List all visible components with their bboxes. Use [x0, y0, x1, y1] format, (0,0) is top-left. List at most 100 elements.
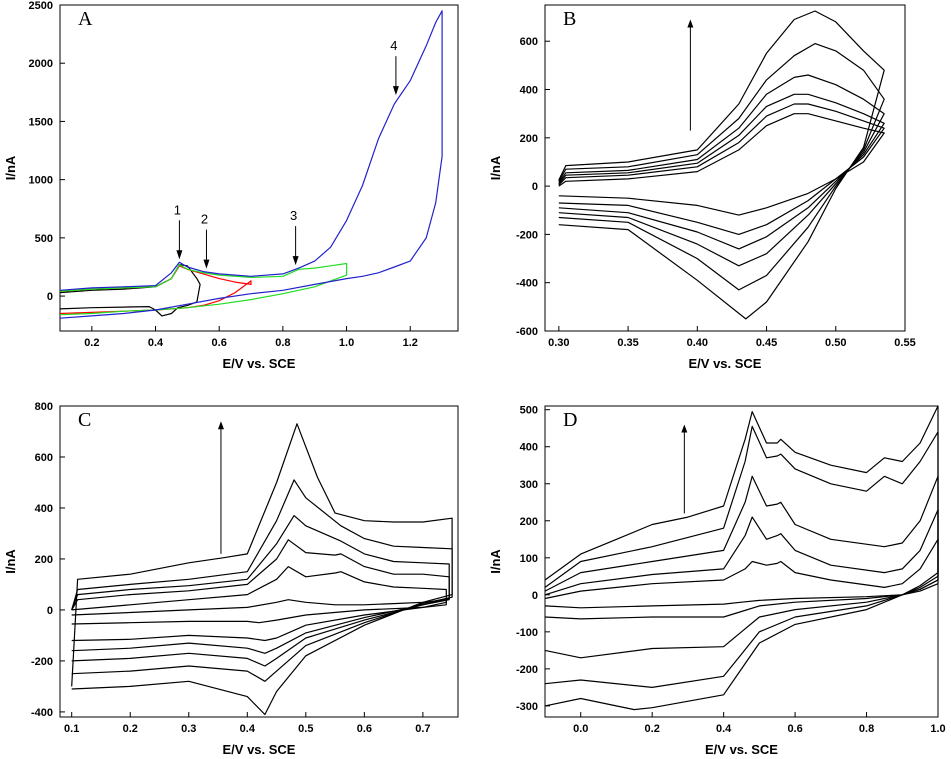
panel-label: D	[563, 409, 577, 431]
series-scan-2	[558, 103, 885, 235]
panel-label: C	[78, 409, 91, 431]
panel-A: 0.2 0.4 0.6 0.8 1.0 1.2 0 500 1000 1500 2000 2500 E/…	[3, 0, 459, 371]
x-tick-label: 0.0	[573, 723, 588, 735]
series-scan-3	[71, 539, 450, 654]
x-tick-label: 0.35	[617, 337, 638, 349]
annotation-arrowhead	[203, 259, 210, 269]
x-tick-label: 1.2	[403, 337, 418, 349]
annotation-arrowhead	[292, 256, 299, 266]
x-tick-label: 0.6	[357, 723, 372, 735]
series-scan-4	[544, 425, 939, 689]
y-tick-label: 2000	[29, 58, 53, 70]
y-tick-label: 200	[520, 133, 538, 145]
annotation-label: 2	[201, 212, 208, 227]
y-tick-label: 500	[520, 405, 538, 417]
x-tick-label: 0.7	[415, 723, 430, 735]
y-axis-title: I/nA	[488, 155, 503, 180]
y-tick-label: -400	[516, 278, 538, 290]
x-axis-title: E/V vs. SCE	[705, 742, 778, 757]
x-tick-label: 0.2	[645, 723, 660, 735]
series-scan-3	[544, 475, 939, 659]
y-tick-label: 0	[532, 590, 538, 602]
y-tick-label: 200	[520, 516, 538, 528]
y-tick-label: -200	[516, 229, 538, 241]
x-tick-label: 0.4	[716, 723, 732, 735]
series-scan-4	[71, 514, 450, 667]
y-tick-label: 800	[35, 401, 53, 413]
series-scan-4	[558, 74, 885, 267]
trend-arrowhead	[687, 19, 694, 28]
y-tick-label: -200	[31, 656, 53, 668]
panel-C: 0.1 0.2 0.3 0.4 0.5 0.6 0.7 -400 -200 0 200 400 600 8…	[3, 401, 459, 757]
annotation-arrowhead	[392, 86, 399, 96]
x-tick-label: 0.3	[181, 723, 196, 735]
x-tick-label: 1.0	[339, 337, 354, 349]
y-tick-label: 100	[520, 553, 538, 565]
panel-A-frame	[59, 4, 459, 332]
y-axis-title: I/nA	[488, 549, 503, 574]
series-scan-5	[558, 42, 885, 291]
series-scan-2	[71, 565, 447, 642]
panel-D: 0.0 0.2 0.4 0.6 0.8 1.0 -300 -200 -100 0 100 200 300…	[488, 405, 946, 757]
panel-B: 0.30 0.35 0.40 0.45 0.50 0.55 -600 -400 -200 0 200…	[488, 4, 916, 371]
y-tick-label: 200	[35, 554, 53, 566]
series-scan-6	[71, 423, 453, 716]
trend-arrowhead	[217, 421, 224, 430]
trend-arrowhead	[681, 424, 688, 433]
y-tick-label: 600	[35, 452, 53, 464]
x-tick-label: 0.40	[687, 337, 708, 349]
y-tick-label: 400	[35, 503, 53, 515]
y-tick-label: 600	[520, 36, 538, 48]
series-scan-2	[544, 509, 939, 620]
annotation-label: 4	[390, 38, 397, 53]
y-tick-label: 400	[520, 85, 538, 97]
panel-D-frame	[544, 405, 939, 718]
x-tick-label: 0.8	[275, 337, 290, 349]
y-tick-label: 500	[35, 233, 53, 245]
series-scan-5	[544, 405, 939, 711]
y-tick-label: -100	[516, 627, 538, 639]
x-axis-title: E/V vs. SCE	[223, 742, 296, 757]
panel-label: A	[78, 8, 93, 30]
series-blue	[59, 10, 443, 319]
y-tick-label: -600	[516, 326, 538, 338]
series-scan-1	[544, 538, 939, 609]
x-tick-label: 0.6	[787, 723, 802, 735]
y-tick-label: 0	[47, 291, 53, 303]
x-tick-label: 0.55	[894, 337, 915, 349]
x-tick-label: 0.4	[148, 337, 164, 349]
x-tick-label: 1.0	[930, 723, 945, 735]
x-tick-label: 0.45	[756, 337, 777, 349]
y-tick-label: 0	[532, 181, 538, 193]
y-tick-label: -400	[31, 707, 53, 719]
x-tick-label: 0.8	[859, 723, 874, 735]
panel-B-frame	[544, 4, 906, 332]
panel-label: B	[563, 8, 576, 30]
series-scan-5	[71, 479, 453, 682]
x-tick-label: 0.2	[84, 337, 99, 349]
x-tick-label: 0.30	[548, 337, 569, 349]
y-axis-title: I/nA	[3, 155, 18, 180]
x-axis-title: E/V vs. SCE	[223, 356, 296, 371]
panel-C-frame	[59, 405, 459, 718]
y-tick-label: 300	[520, 479, 538, 491]
series-scan-1	[558, 113, 885, 216]
annotation-arrowhead	[176, 250, 183, 260]
series-scan-6	[558, 10, 885, 320]
x-tick-label: 0.2	[123, 723, 138, 735]
x-tick-label: 0.50	[825, 337, 846, 349]
series-green	[59, 262, 348, 316]
y-tick-label: 2500	[29, 0, 53, 12]
annotation-label: 1	[174, 202, 181, 217]
y-tick-label: -300	[516, 701, 538, 713]
x-tick-label: 0.1	[64, 723, 79, 735]
x-tick-label: 0.4	[240, 723, 256, 735]
y-tick-label: 0	[47, 605, 53, 617]
y-tick-label: 1000	[29, 175, 53, 187]
x-tick-label: 0.6	[212, 337, 227, 349]
x-axis-title: E/V vs. SCE	[689, 356, 762, 371]
x-tick-label: 0.5	[298, 723, 313, 735]
y-tick-label: 1500	[29, 116, 53, 128]
series-scan-3	[558, 93, 885, 250]
